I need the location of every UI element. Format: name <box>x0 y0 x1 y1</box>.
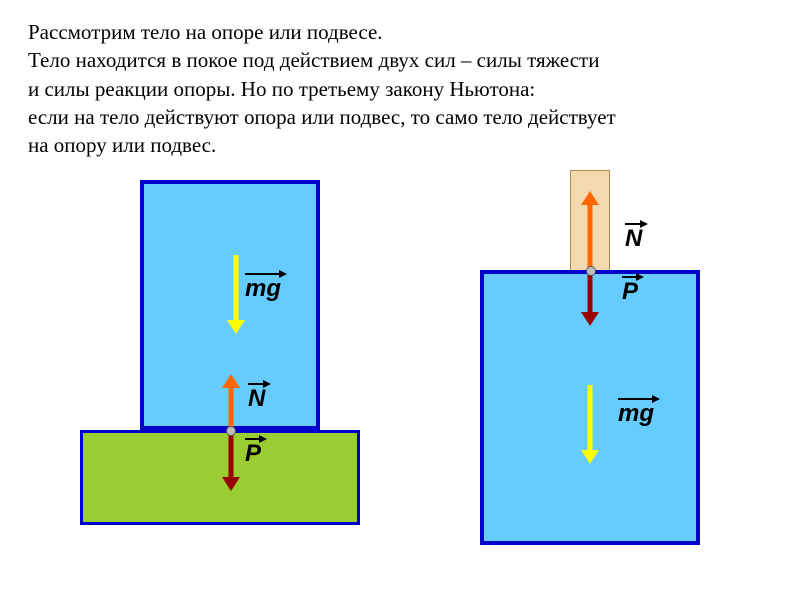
d1-contact-point <box>226 426 236 436</box>
intro-line-2: Тело находится в покое под действием дву… <box>28 46 768 74</box>
arrow-shaft <box>229 386 234 430</box>
d2-label-mg: mg <box>618 400 654 428</box>
arrow-head <box>581 450 599 464</box>
arrow-shaft <box>229 430 234 478</box>
intro-line-5: на опору или подвес. <box>28 131 768 159</box>
d2-label-N: N <box>625 225 642 253</box>
arrow-head <box>222 374 240 388</box>
intro-line-3: и силы реакции опоры. Но по третьему зак… <box>28 75 768 103</box>
intro-text: Рассмотрим тело на опоре или подвесе. Те… <box>28 18 768 160</box>
d1-label-mg: mg <box>245 275 281 303</box>
intro-line-4: если на тело действуют опора или подвес,… <box>28 103 768 131</box>
arrow-shaft <box>588 205 593 270</box>
d2-arrow-P <box>581 270 599 325</box>
arrow-shaft <box>234 255 239 321</box>
d1-arrow-mg <box>227 255 245 333</box>
d1-label-P: P <box>245 440 261 468</box>
diagram-support: mg N P <box>60 180 360 540</box>
diagram-suspension: N P mg <box>470 170 730 570</box>
arrow-shaft <box>588 270 593 313</box>
d2-arrow-N <box>581 192 599 270</box>
arrow-shaft <box>588 385 593 451</box>
arrow-head <box>227 320 245 334</box>
d1-arrow-P <box>222 430 240 490</box>
arrow-head <box>222 477 240 491</box>
d1-support-rect <box>80 430 360 525</box>
intro-line-1: Рассмотрим тело на опоре или подвесе. <box>28 18 768 46</box>
arrow-head <box>581 191 599 205</box>
diagrams-area: mg N P <box>0 170 800 590</box>
d1-label-N: N <box>248 385 265 413</box>
d1-arrow-N <box>222 375 240 430</box>
d2-label-P: P <box>622 278 638 306</box>
d2-arrow-mg <box>581 385 599 463</box>
arrow-head <box>581 312 599 326</box>
d2-contact-point <box>586 266 596 276</box>
